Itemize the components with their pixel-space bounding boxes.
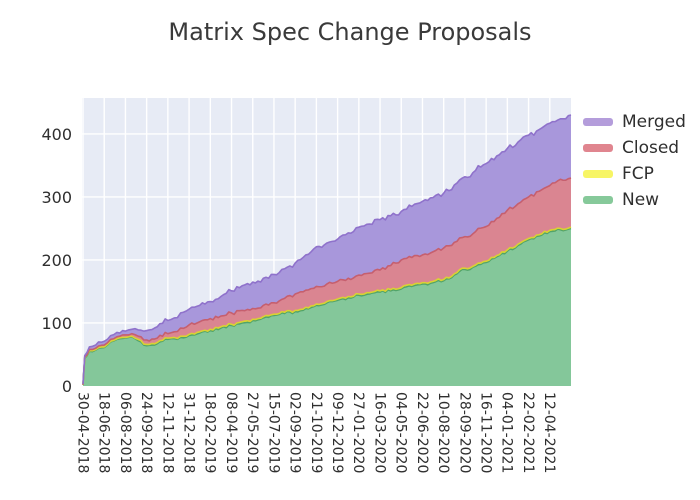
- x-tick-label: 24-09-2018: [138, 392, 154, 473]
- x-tick-label: 28-09-2020: [456, 392, 472, 473]
- x-tick-label: 31-12-2018: [180, 392, 196, 473]
- area-line-merged: [82, 114, 572, 385]
- x-tick-label: 16-11-2020: [477, 392, 493, 473]
- area-line-fcp: [82, 226, 572, 385]
- x-tick-label: 08-04-2019: [223, 392, 239, 473]
- x-tick-label: 18-06-2018: [96, 392, 112, 473]
- legend: Merged Closed FCP New: [583, 109, 686, 213]
- x-tick-label: 12-11-2018: [159, 392, 175, 473]
- x-tick-label: 22-02-2021: [520, 392, 536, 473]
- x-tick-label: 04-05-2020: [393, 392, 409, 473]
- y-tick-label: 400: [41, 125, 72, 144]
- area-new: [83, 228, 571, 386]
- legend-label: Merged: [622, 111, 686, 132]
- x-tick-label: 21-10-2019: [308, 392, 324, 473]
- area-line-new: [82, 227, 572, 385]
- legend-item-closed[interactable]: Closed: [583, 135, 686, 161]
- area-line-closed: [82, 177, 572, 385]
- legend-swatch-merged: [583, 118, 613, 126]
- x-tick-label: 02-09-2019: [287, 392, 303, 473]
- x-tick-label: 30-04-2018: [74, 392, 90, 473]
- x-tick-label: 16-03-2020: [371, 392, 387, 473]
- y-tick-label: 300: [41, 188, 72, 207]
- x-tick-label: 27-05-2019: [244, 392, 260, 473]
- x-tick-label: 27-01-2020: [350, 392, 366, 473]
- legend-swatch-fcp: [583, 170, 613, 178]
- y-tick-label: 200: [41, 251, 72, 270]
- x-tick-label: 09-12-2019: [329, 392, 345, 473]
- x-tick-label: 12-04-2021: [541, 392, 557, 473]
- legend-label: New: [622, 189, 660, 210]
- legend-label: FCP: [622, 163, 654, 184]
- legend-item-fcp[interactable]: FCP: [583, 161, 686, 187]
- x-tick-label: 04-01-2021: [499, 392, 515, 473]
- x-tick-label: 10-08-2020: [435, 392, 451, 473]
- x-tick-label: 18-02-2019: [202, 392, 218, 473]
- legend-item-new[interactable]: New: [583, 187, 686, 213]
- legend-item-merged[interactable]: Merged: [583, 109, 686, 135]
- area-merged: [83, 115, 571, 385]
- legend-swatch-new: [583, 196, 613, 204]
- x-tick-label: 22-06-2020: [414, 392, 430, 473]
- legend-swatch-closed: [583, 144, 613, 152]
- legend-label: Closed: [622, 137, 680, 158]
- y-tick-label: 100: [41, 314, 72, 333]
- chart-title: Matrix Spec Change Proposals: [168, 18, 532, 46]
- x-tick-label: 06-08-2018: [117, 392, 133, 473]
- y-tick-label: 0: [62, 377, 72, 396]
- x-tick-label: 15-07-2019: [265, 392, 281, 473]
